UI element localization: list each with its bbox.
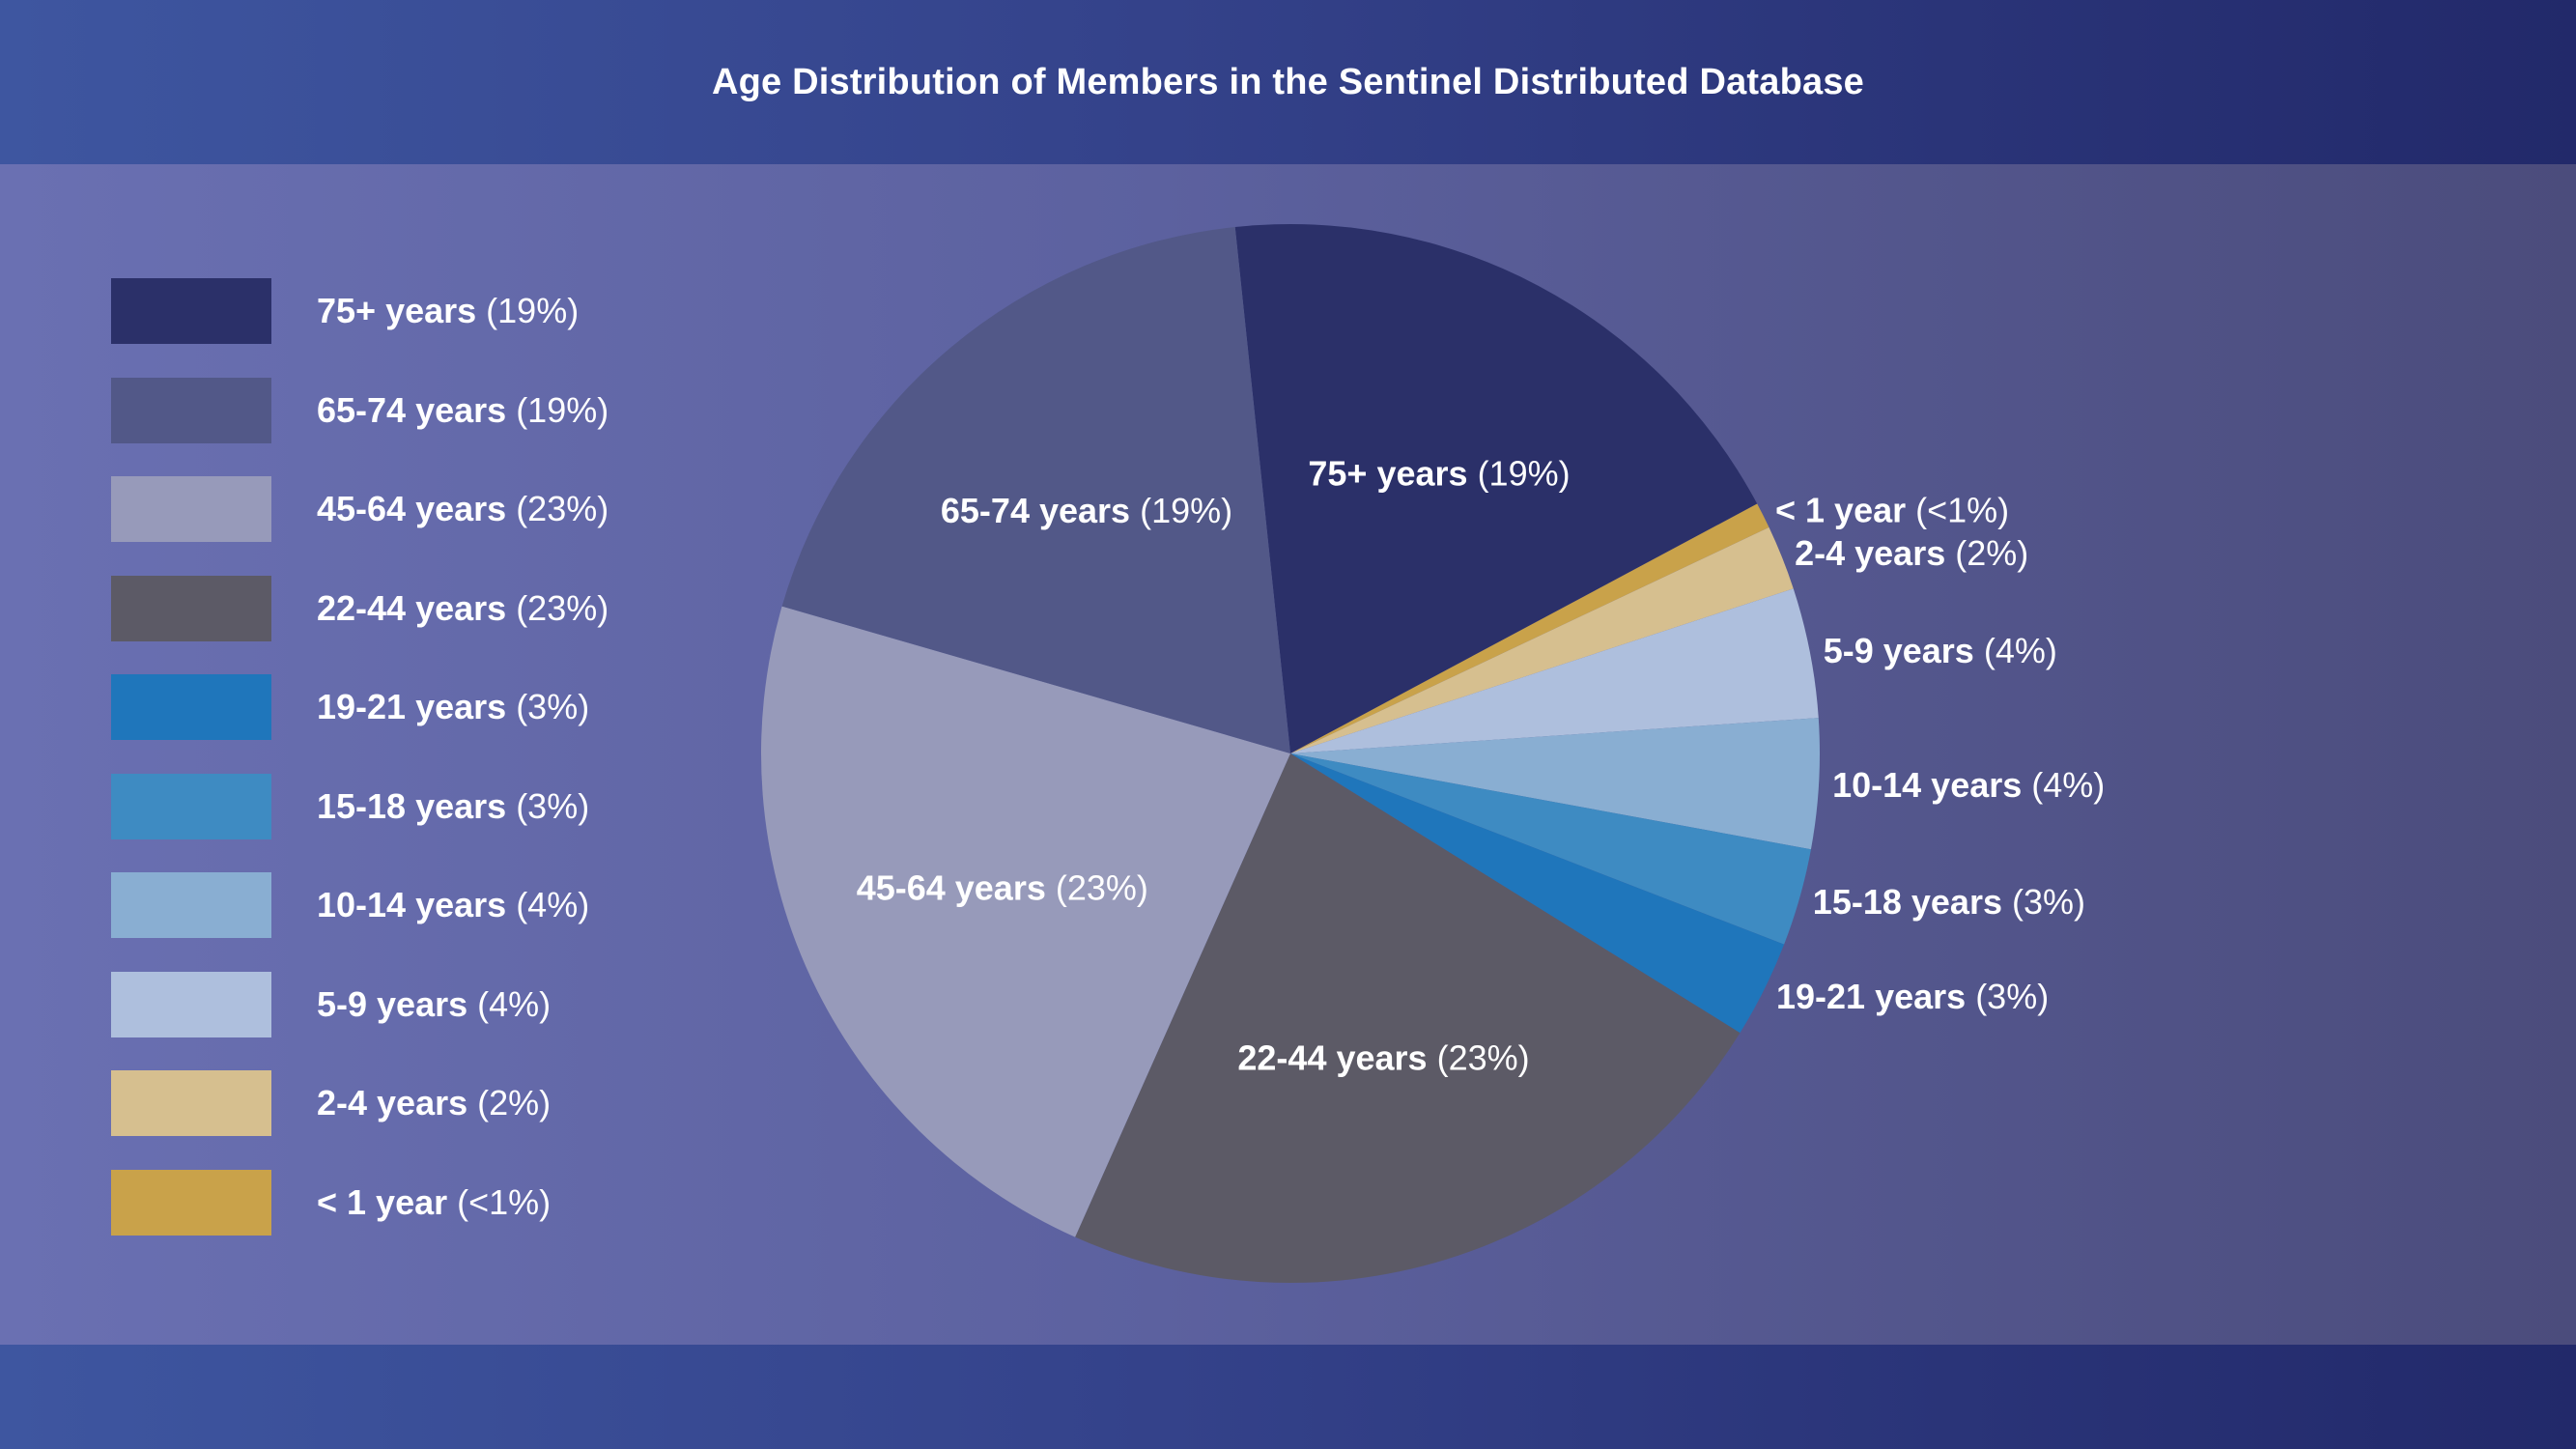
pie-slice-1-year	[1290, 503, 1769, 753]
pie-slice-5-9-years	[1290, 588, 1819, 753]
slice-label-15-18-years: 15-18 years (3%)	[1813, 882, 2085, 922]
legend-label: 2-4 years (2%)	[317, 1083, 552, 1122]
legend-swatch	[111, 872, 271, 938]
slice-label-22-44-years: 22-44 years (23%)	[1237, 1037, 1529, 1077]
legend-item-10-14-years: 10-14 years (4%)	[111, 872, 787, 940]
chart-title: Age Distribution of Members in the Senti…	[711, 61, 1865, 102]
legend-swatch	[111, 278, 271, 344]
slice-label-65-74-years: 65-74 years (19%)	[941, 491, 1232, 530]
legend-swatch	[111, 377, 271, 443]
pie-slice-2-4-years	[1290, 526, 1794, 753]
legend-item-15-18-years: 15-18 years (3%)	[111, 773, 787, 841]
pie-slice-45-64-years	[761, 606, 1290, 1237]
slice-label-75-years: 75+ years (19%)	[1308, 454, 1570, 494]
pie-slice-22-44-years	[1075, 753, 1741, 1283]
slice-label-5-9-years: 5-9 years (4%)	[1824, 631, 2057, 670]
legend-item-45-64-years: 45-64 years (23%)	[111, 476, 787, 544]
legend-item-65-74-years: 65-74 years (19%)	[111, 377, 787, 445]
slice-label-2-4-years: 2-4 years (2%)	[1795, 533, 2028, 573]
legend: 75+ years (19%) 65-74 years (19%) 45-64 ye…	[111, 0, 787, 1256]
legend-label: 5-9 years (4%)	[317, 983, 552, 1024]
slice-label-1-year: < 1 year (<1%)	[1775, 490, 2009, 529]
legend-item-5-9-years: 5-9 years (4%)	[111, 971, 787, 1039]
legend-swatch	[111, 575, 271, 641]
pie-slice-10-14-years	[1290, 718, 1821, 850]
footer-band	[0, 1345, 2576, 1449]
legend-item-19-21-years: 19-21 years (3%)	[111, 674, 787, 742]
legend-item-75-years: 75+ years (19%)	[111, 278, 787, 346]
legend-item-22-44-years: 22-44 years (23%)	[111, 575, 787, 643]
legend-swatch	[111, 476, 271, 542]
legend-label: 10-14 years (4%)	[317, 885, 590, 924]
legend-item-2-4-years: 2-4 years (2%)	[111, 1070, 787, 1138]
legend-label: < 1 year (<1%)	[317, 1181, 552, 1222]
pie-slice-15-18-years	[1290, 753, 1811, 945]
pie-slice-75-years	[1234, 223, 1758, 753]
legend-swatch	[111, 773, 271, 839]
slice-label-10-14-years: 10-14 years (4%)	[1832, 765, 2105, 805]
pie-slice-65-74-years	[781, 227, 1290, 753]
legend-swatch	[111, 1169, 271, 1236]
slice-label-19-21-years: 19-21 years (3%)	[1776, 977, 2049, 1016]
legend-label: 75+ years (19%)	[317, 291, 580, 330]
legend-label: 65-74 years (19%)	[317, 389, 609, 430]
legend-swatch	[111, 1070, 271, 1136]
legend-item-1-year: < 1 year (<1%)	[111, 1169, 787, 1237]
pie-slice-19-21-years	[1290, 753, 1785, 1034]
header-band	[0, 0, 2576, 164]
slice-label-45-64-years: 45-64 years (23%)	[857, 868, 1148, 908]
legend-label: 15-18 years (3%)	[317, 785, 590, 826]
legend-swatch	[111, 674, 271, 740]
legend-label: 45-64 years (23%)	[317, 489, 609, 528]
legend-label: 19-21 years (3%)	[317, 687, 590, 726]
legend-swatch	[111, 971, 271, 1037]
legend-label: 22-44 years (23%)	[317, 587, 609, 628]
